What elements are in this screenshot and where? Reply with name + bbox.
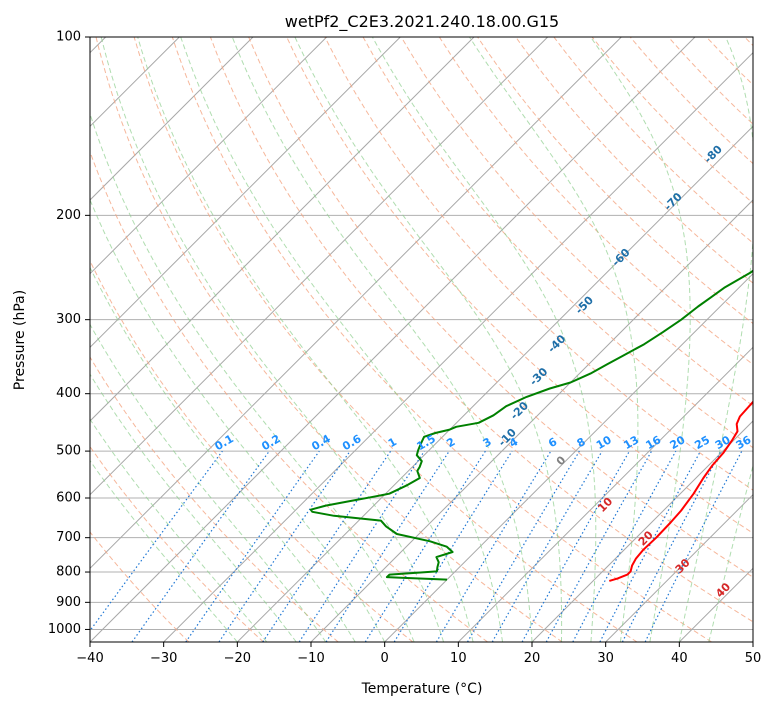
moist-adiabat-line <box>678 37 753 642</box>
mixing-ratio-line <box>545 450 653 642</box>
mixing-ratio-line <box>572 450 677 642</box>
mixing-ratio-line <box>521 450 631 642</box>
y-tick-label: 800 <box>56 565 81 580</box>
moist-adiabat-line <box>90 373 297 642</box>
dry-adiabat-line <box>133 37 638 642</box>
isotherm-line <box>90 37 696 642</box>
mixing-ratio-line <box>131 450 270 642</box>
mixing-ratio-line <box>644 450 743 642</box>
mixing-ratio-line <box>325 450 450 642</box>
isotherm-line <box>605 493 753 642</box>
x-tick-label: 20 <box>524 651 541 666</box>
moist-adiabat-line <box>137 37 474 642</box>
dry-adiabat-line <box>476 37 753 325</box>
x-tick-label: 0 <box>381 651 389 666</box>
dry-adiabat-line <box>400 37 753 407</box>
isotherm-line <box>531 420 753 642</box>
dry-adiabat-line <box>324 37 753 491</box>
x-tick-label: 50 <box>745 651 762 666</box>
dry-adiabat-line <box>90 531 190 642</box>
y-axis-label: Pressure (hPa) <box>12 290 28 390</box>
y-tick-label: 200 <box>56 208 81 223</box>
isotherm-line <box>236 125 753 642</box>
y-tick-label: 1000 <box>48 622 81 637</box>
chart-title: wetPf2_C2E3.2021.240.18.00.G15 <box>285 12 559 32</box>
x-tick-label: −30 <box>150 651 177 666</box>
y-tick-label: 600 <box>56 491 81 506</box>
y-tick-label: 500 <box>56 444 81 459</box>
x-axis-label: Temperature (°C) <box>361 681 483 697</box>
moist-adiabat-line <box>90 323 327 642</box>
mixing-ratio-line <box>185 450 320 642</box>
isotherm-line <box>384 272 753 642</box>
dry-adiabat-line <box>438 37 753 366</box>
temperature-profile-line <box>609 400 753 582</box>
isotherm-line <box>90 37 328 275</box>
dry-adiabat-line <box>90 259 414 642</box>
moist-adiabat-line <box>90 459 238 642</box>
mixing-ratio-label: 36 <box>734 433 754 452</box>
y-tick-label: 100 <box>56 30 81 45</box>
moist-adiabat-line <box>90 418 268 642</box>
isotherm-line <box>90 37 401 349</box>
isotherm-line <box>163 51 753 642</box>
moist-adiabat-line <box>90 198 386 642</box>
x-tick-label: −10 <box>297 651 324 666</box>
isotherm-line <box>90 37 475 422</box>
plot-frame <box>89 36 754 643</box>
mixing-ratio-line <box>218 450 351 642</box>
moist-adiabat-line <box>294 37 563 642</box>
dry-adiabat-line <box>209 37 753 623</box>
mixing-ratio-line <box>298 450 425 642</box>
dewpoint-profile-line <box>309 269 753 581</box>
moist-adiabat-line <box>180 37 503 642</box>
moist-adiabat-line <box>100 37 445 642</box>
x-axis: −40 −30 −20 −10 0 10 20 30 40 50 <box>76 642 761 666</box>
y-axis: 100 200 300 400 500 600 700 800 900 1000 <box>48 30 90 637</box>
dry-adiabat-line <box>248 37 753 578</box>
dry-adiabat-line <box>95 37 563 642</box>
x-tick-label: 30 <box>597 651 614 666</box>
dry-adiabat-line <box>515 37 753 284</box>
background-lines <box>90 37 753 642</box>
x-tick-label: −40 <box>76 651 103 666</box>
dry-adiabat-line <box>362 37 753 449</box>
dry-adiabat-line <box>90 150 488 642</box>
x-tick-label: −20 <box>224 651 251 666</box>
mixing-ratio-line <box>262 450 392 642</box>
isotherm-line <box>90 37 549 496</box>
x-tick-label: 40 <box>671 651 688 666</box>
isotherm-line <box>457 346 753 642</box>
moist-adiabat-line <box>468 37 639 642</box>
moist-adiabat-line <box>708 464 753 642</box>
moist-adiabat-line <box>371 37 597 642</box>
mixing-ratio-line <box>90 450 223 632</box>
mixing-ratio-line <box>393 450 513 642</box>
moist-adiabat-line <box>231 37 533 642</box>
dry-adiabat-line <box>286 37 753 534</box>
dry-adiabat-line <box>591 37 753 204</box>
dry-adiabat-line <box>90 445 264 642</box>
isotherm-line <box>90 37 254 201</box>
y-tick-label: 300 <box>56 312 81 327</box>
x-tick-label: 10 <box>450 651 467 666</box>
dry-adiabat-line <box>171 37 712 642</box>
y-tick-label: 900 <box>56 595 81 610</box>
y-tick-label: 700 <box>56 530 81 545</box>
moist-adiabat-line <box>90 266 356 642</box>
profiles <box>309 269 753 582</box>
y-tick-label: 400 <box>56 386 81 401</box>
isotherm-line <box>90 37 622 570</box>
moist-adiabat-line <box>590 37 691 642</box>
